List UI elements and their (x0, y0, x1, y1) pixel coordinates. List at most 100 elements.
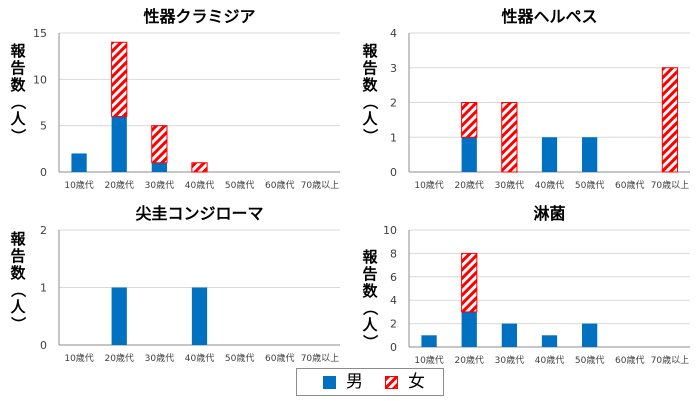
y-axis-label-char: ） (361, 334, 379, 349)
y-axis-label-char: 人 (10, 298, 26, 316)
x-tick-label: 40歳代 (535, 354, 564, 366)
x-tick-label: 10歳代 (414, 354, 443, 366)
y-axis-label-char: ） (9, 128, 27, 143)
bar-male (582, 137, 598, 172)
x-tick-label: 10歳代 (414, 179, 443, 191)
x-tick-label: 10歳代 (64, 179, 93, 191)
bar-female (111, 41, 128, 117)
x-tick-label: 20歳代 (454, 354, 483, 366)
bar-female (661, 67, 679, 173)
bar-female (461, 252, 478, 313)
x-tick-label: 10歳代 (64, 352, 93, 364)
y-tick-label: 8 (390, 247, 397, 260)
x-tick-label: 60歳代 (265, 352, 294, 364)
bar-male (582, 323, 598, 347)
legend-item-male: 男 (323, 372, 363, 392)
bar-male (71, 153, 87, 172)
x-tick-label: 30歳代 (495, 354, 524, 366)
bar-male (541, 137, 558, 172)
y-axis-label-char: （ (361, 300, 379, 315)
y-tick-label: 2 (40, 224, 47, 237)
x-tick-label: 50歳代 (225, 179, 254, 191)
x-tick-label: 40歳代 (185, 179, 214, 191)
y-axis-label-char: （ (361, 94, 379, 109)
bar-male (151, 162, 167, 172)
y-axis-label-char: 報 (10, 42, 26, 60)
y-axis-label-char: （ (9, 282, 27, 297)
legend: 男 女 (296, 368, 444, 396)
y-axis-label-char: ） (361, 128, 379, 143)
bar-male (501, 323, 517, 347)
bar-male (421, 335, 437, 347)
x-tick-label: 60歳代 (615, 354, 644, 366)
y-axis-label-char: 告 (362, 265, 377, 283)
bar-male (461, 137, 477, 172)
y-axis-label-char: ） (9, 316, 27, 331)
x-tick-label: 70歳以上 (301, 179, 339, 191)
y-axis-label-char: 数 (10, 76, 26, 94)
chart-title: 尖圭コンジローマ (135, 204, 263, 223)
y-axis-label-char: 人 (362, 316, 378, 334)
x-tick-label: 70歳以上 (301, 352, 339, 364)
y-tick-label: 3 (390, 62, 397, 75)
bar-female (151, 125, 168, 164)
y-axis-label-char: 報 (10, 230, 26, 248)
y-tick-label: 0 (40, 339, 47, 352)
y-axis-label-char: 数 (362, 76, 378, 94)
x-tick-label: 20歳代 (104, 352, 133, 364)
y-tick-label: 0 (390, 166, 397, 179)
legend-item-female: 女 (385, 372, 425, 392)
bar-male (111, 116, 127, 172)
y-tick-label: 0 (390, 341, 397, 354)
legend-label-male: 男 (346, 372, 363, 392)
y-axis-label-char: 告 (10, 59, 25, 77)
x-tick-label: 50歳代 (575, 354, 604, 366)
x-tick-label: 70歳以上 (651, 354, 689, 366)
y-axis-label-char: （ (9, 94, 27, 109)
y-tick-label: 4 (390, 27, 397, 40)
y-tick-label: 10 (33, 73, 47, 86)
bar-female (461, 102, 478, 138)
bar-male (111, 287, 127, 345)
chart-title: 性器クラミジア (143, 7, 255, 26)
chart-title: 性器ヘルペス (501, 7, 597, 26)
bar-male (191, 287, 208, 345)
legend-swatch-male (323, 375, 336, 389)
y-axis-label-char: 人 (10, 110, 26, 128)
x-tick-label: 30歳代 (145, 179, 174, 191)
y-tick-label: 2 (390, 318, 397, 331)
bar-male (541, 335, 558, 347)
bar-female (191, 162, 208, 173)
y-axis-label-char: 数 (10, 264, 26, 282)
y-tick-label: 2 (390, 97, 397, 110)
chart-title: 淋菌 (533, 204, 565, 223)
y-axis-label-char: 報 (362, 248, 378, 266)
y-tick-label: 10 (383, 224, 397, 237)
y-tick-label: 5 (40, 120, 47, 133)
x-tick-label: 30歳代 (495, 179, 524, 191)
x-tick-label: 50歳代 (225, 352, 254, 364)
x-tick-label: 50歳代 (575, 179, 604, 191)
x-tick-label: 40歳代 (535, 179, 564, 191)
x-tick-label: 30歳代 (145, 352, 174, 364)
y-axis-label-char: 告 (10, 247, 25, 265)
x-tick-label: 40歳代 (185, 352, 214, 364)
x-tick-label: 70歳以上 (651, 179, 689, 191)
bar-male (461, 311, 477, 347)
y-tick-label: 15 (33, 27, 47, 40)
y-axis-label-char: 数 (362, 282, 378, 300)
legend-label-female: 女 (408, 372, 425, 392)
x-tick-label: 20歳代 (454, 179, 483, 191)
y-tick-label: 1 (390, 131, 397, 144)
y-axis-label-char: 告 (362, 59, 377, 77)
x-tick-label: 60歳代 (615, 179, 644, 191)
x-tick-label: 60歳代 (265, 179, 294, 191)
bar-female (501, 102, 518, 173)
y-tick-label: 4 (390, 294, 397, 307)
y-tick-label: 6 (390, 271, 397, 284)
